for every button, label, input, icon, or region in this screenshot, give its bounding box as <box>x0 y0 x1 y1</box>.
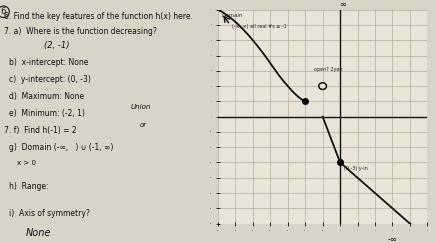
Circle shape <box>319 83 327 89</box>
Text: open? 2yen: open? 2yen <box>314 67 342 72</box>
Text: (-∞, ∞) all real #s ≥ -1: (-∞, ∞) all real #s ≥ -1 <box>232 24 287 29</box>
Text: i)  Axis of symmetry?: i) Axis of symmetry? <box>9 209 89 218</box>
Text: ∞: ∞ <box>339 0 346 9</box>
Text: -∞: -∞ <box>388 235 397 243</box>
Text: or: or <box>140 122 146 128</box>
Text: 6. Find the key features of the function h(x) here.: 6. Find the key features of the function… <box>4 12 193 21</box>
Text: None: None <box>26 228 51 238</box>
Text: 7. a)  Where is the function decreasing?: 7. a) Where is the function decreasing? <box>4 27 157 36</box>
Text: c)  y-intercept: (0, -3): c) y-intercept: (0, -3) <box>9 75 91 84</box>
Text: h)  Range:: h) Range: <box>9 182 48 191</box>
Text: Domain: Domain <box>221 13 243 18</box>
Text: e)  Minimum: (-2, 1): e) Minimum: (-2, 1) <box>9 109 85 118</box>
Text: 7. f)  Find h(-1) = 2: 7. f) Find h(-1) = 2 <box>4 126 77 135</box>
Text: d)  Maximum: None: d) Maximum: None <box>9 92 84 101</box>
Text: 6: 6 <box>1 7 6 16</box>
Text: Union: Union <box>131 104 151 111</box>
Text: (0,-3) y-in: (0,-3) y-in <box>344 166 367 171</box>
Text: (2, -1): (2, -1) <box>44 41 69 50</box>
Text: x > 0: x > 0 <box>17 160 37 166</box>
Text: g)  Domain (-∞,   ) ∪ (-1, ∞): g) Domain (-∞, ) ∪ (-1, ∞) <box>9 143 113 152</box>
Text: b)  x-intercept: None: b) x-intercept: None <box>9 58 88 67</box>
